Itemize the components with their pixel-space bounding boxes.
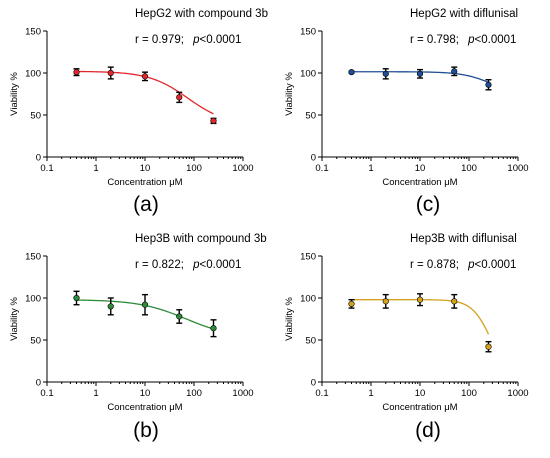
x-tick-label: 1 bbox=[93, 388, 98, 399]
stat-p-symbol: p bbox=[192, 259, 200, 271]
y-tick-label: 100 bbox=[25, 69, 41, 80]
y-tick-label: 150 bbox=[25, 27, 41, 38]
stat-r: r = 0.878; bbox=[410, 259, 462, 271]
data-point bbox=[107, 69, 114, 77]
x-tick-label: 10 bbox=[415, 163, 426, 174]
x-tick-label: 10 bbox=[415, 388, 426, 399]
x-axis-label: Concentration μM bbox=[382, 177, 457, 188]
data-point bbox=[416, 296, 424, 303]
x-tick-label: 0.1 bbox=[315, 163, 328, 174]
stat-p-value: <0.0001 bbox=[200, 34, 242, 46]
y-tick-label: 0 bbox=[311, 378, 316, 389]
x-axis-label: Concentration μM bbox=[107, 402, 182, 413]
stat-p-symbol: p bbox=[467, 34, 475, 46]
y-axis-label: Viability % bbox=[284, 297, 295, 341]
stat-r: r = 0.798; bbox=[410, 34, 462, 46]
data-point bbox=[73, 69, 80, 76]
x-tick-label: 100 bbox=[461, 163, 477, 174]
x-axis-label: Concentration μM bbox=[382, 402, 457, 413]
chart-title: Hep3B with compound 3b bbox=[135, 233, 267, 245]
chart-title: HepG2 with diflunisal bbox=[410, 8, 518, 20]
data-point bbox=[141, 301, 149, 308]
x-tick-label: 0.1 bbox=[40, 388, 53, 399]
data-point bbox=[176, 313, 183, 320]
chart-statistics: r = 0.798; p<0.0001 bbox=[410, 34, 516, 46]
data-point bbox=[141, 73, 149, 80]
y-tick-label: 100 bbox=[300, 69, 316, 80]
chart-panel: 0 50 100 150 0.1 1 10 100 1000 Concentration μM Vi… bbox=[9, 233, 267, 442]
y-axis-label: Viability % bbox=[9, 297, 20, 341]
chart-panel: 0 50 100 150 0.1 1 10 100 1000 Concentration μM Vi… bbox=[9, 8, 268, 216]
y-tick-label: 50 bbox=[30, 111, 41, 122]
y-tick-label: 0 bbox=[36, 153, 41, 164]
data-point bbox=[107, 303, 114, 310]
x-tick-label: 1 bbox=[93, 163, 98, 174]
y-tick-label: 150 bbox=[25, 252, 41, 263]
x-tick-label: 10 bbox=[140, 163, 151, 174]
panel-label: (b) bbox=[133, 419, 159, 442]
data-point bbox=[73, 294, 80, 302]
data-point bbox=[348, 300, 355, 307]
data-point bbox=[210, 117, 217, 124]
data-point bbox=[348, 69, 355, 76]
x-tick-label: 100 bbox=[461, 388, 477, 399]
y-tick-label: 50 bbox=[30, 336, 41, 347]
x-tick-label: 1000 bbox=[507, 388, 528, 399]
panel-label: (a) bbox=[133, 193, 159, 216]
chart-statistics: r = 0.822; p<0.0001 bbox=[135, 259, 241, 271]
chart-title: HepG2 with compound 3b bbox=[135, 8, 268, 20]
y-tick-label: 150 bbox=[300, 252, 316, 263]
data-point bbox=[416, 70, 424, 77]
x-tick-label: 0.1 bbox=[40, 163, 53, 174]
x-axis-label: Concentration μM bbox=[107, 177, 182, 188]
stat-p-symbol: p bbox=[467, 259, 475, 271]
data-point bbox=[485, 81, 492, 88]
panel-label: (c) bbox=[416, 193, 441, 216]
stat-p-symbol: p bbox=[192, 34, 200, 46]
x-tick-label: 100 bbox=[186, 388, 202, 399]
data-point bbox=[451, 298, 458, 305]
data-point bbox=[382, 298, 389, 305]
y-tick-label: 100 bbox=[300, 294, 316, 305]
y-axis-label: Viability % bbox=[9, 72, 20, 116]
y-tick-label: 0 bbox=[36, 378, 41, 389]
y-tick-label: 150 bbox=[300, 27, 316, 38]
chart-statistics: r = 0.979; p<0.0001 bbox=[135, 34, 241, 46]
chart-title: Hep3B with diflunisal bbox=[410, 233, 517, 245]
x-tick-label: 0.1 bbox=[315, 388, 328, 399]
x-tick-label: 1000 bbox=[232, 388, 253, 399]
chart-statistics: r = 0.878; p<0.0001 bbox=[410, 259, 516, 271]
data-point bbox=[210, 325, 217, 332]
x-tick-label: 10 bbox=[140, 388, 151, 399]
data-point bbox=[176, 94, 183, 101]
x-tick-label: 1 bbox=[368, 163, 373, 174]
data-point bbox=[485, 343, 492, 350]
stat-r: r = 0.822; bbox=[135, 259, 187, 271]
stat-p-value: <0.0001 bbox=[475, 34, 517, 46]
data-point bbox=[382, 70, 389, 77]
y-tick-label: 50 bbox=[305, 111, 316, 122]
chart-panel: 0 50 100 150 0.1 1 10 100 1000 Concentration μM Vi… bbox=[284, 233, 529, 442]
chart-panel: 0 50 100 150 0.1 1 10 100 1000 Concentration μM Vi… bbox=[284, 8, 529, 216]
x-tick-label: 1 bbox=[368, 388, 373, 399]
y-axis-label: Viability % bbox=[284, 72, 295, 116]
data-point bbox=[451, 68, 458, 75]
stat-p-value: <0.0001 bbox=[475, 259, 517, 271]
y-tick-label: 50 bbox=[305, 336, 316, 347]
stat-r: r = 0.979; bbox=[135, 34, 187, 46]
panel-label: (d) bbox=[415, 419, 441, 442]
stat-p-value: <0.0001 bbox=[200, 259, 242, 271]
y-tick-label: 0 bbox=[311, 153, 316, 164]
x-tick-label: 1000 bbox=[507, 163, 528, 174]
x-tick-label: 1000 bbox=[232, 163, 253, 174]
y-tick-label: 100 bbox=[25, 294, 41, 305]
x-tick-label: 100 bbox=[186, 163, 202, 174]
